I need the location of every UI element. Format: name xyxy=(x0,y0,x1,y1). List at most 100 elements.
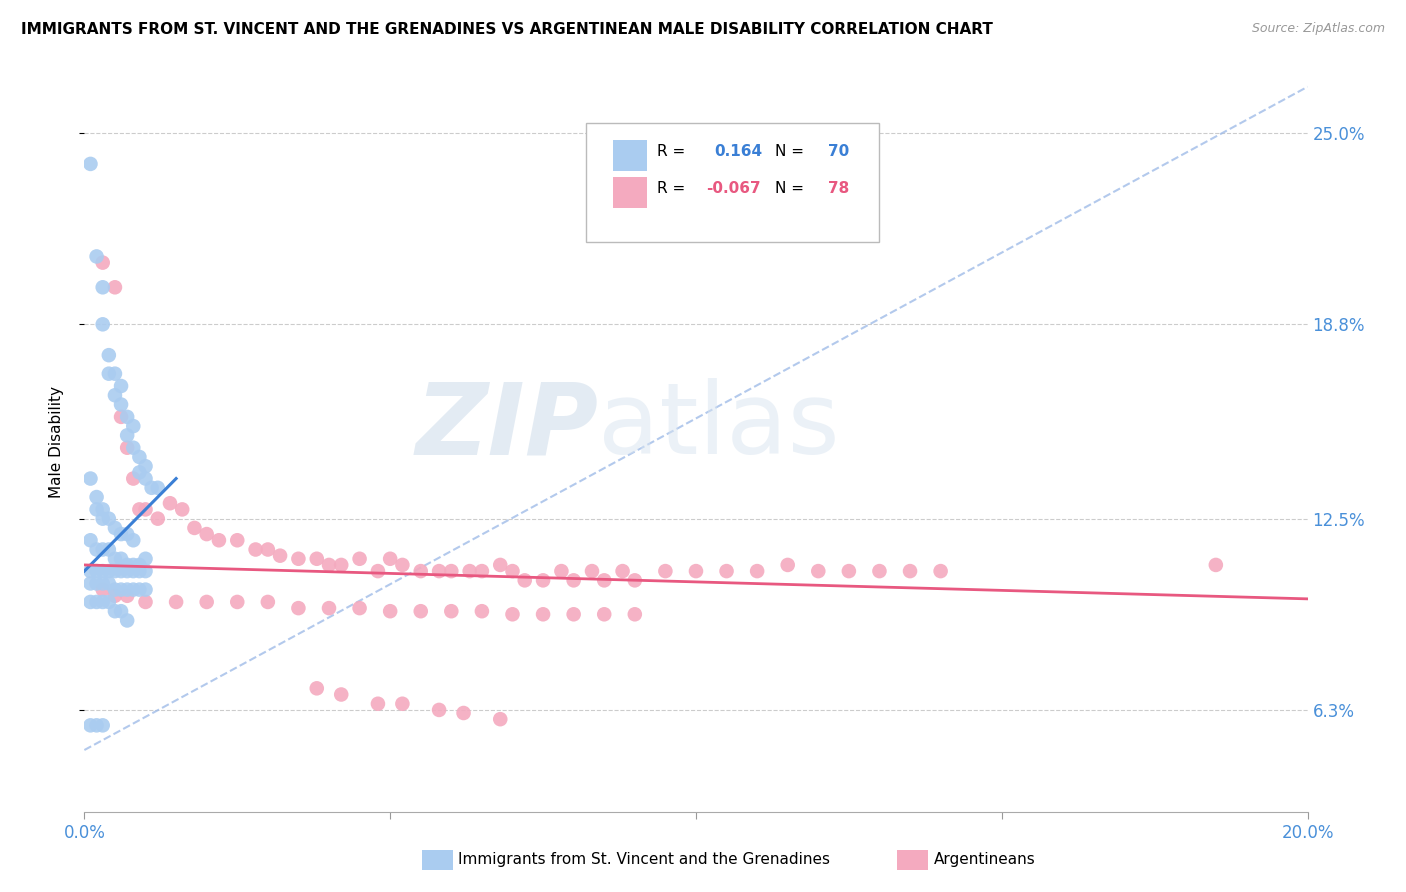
Point xyxy=(97,367,120,381)
Point xyxy=(330,688,353,702)
Point xyxy=(593,574,616,588)
Point xyxy=(115,564,138,578)
Point xyxy=(91,255,114,269)
Point xyxy=(685,564,707,578)
Point xyxy=(110,398,132,412)
Point xyxy=(104,551,127,566)
Y-axis label: Male Disability: Male Disability xyxy=(49,385,63,498)
Point xyxy=(172,502,194,516)
Point xyxy=(104,388,127,402)
Point xyxy=(318,601,340,615)
Point xyxy=(86,490,108,504)
Point xyxy=(128,502,150,516)
Point xyxy=(97,542,120,557)
Point xyxy=(624,607,647,622)
Point xyxy=(91,280,114,294)
Point xyxy=(79,718,101,732)
Point xyxy=(104,582,127,597)
Point xyxy=(146,511,169,525)
Point xyxy=(531,607,554,622)
Point xyxy=(122,533,145,548)
Point xyxy=(79,471,101,485)
Point xyxy=(453,706,475,720)
Point xyxy=(91,564,114,578)
Point xyxy=(427,703,450,717)
Point xyxy=(86,250,108,264)
Point xyxy=(122,471,145,485)
Point xyxy=(195,527,218,541)
Point xyxy=(367,697,389,711)
Point xyxy=(91,318,114,332)
Point xyxy=(91,582,114,597)
Text: Argentineans: Argentineans xyxy=(934,853,1035,867)
Point xyxy=(612,564,634,578)
Point xyxy=(562,574,585,588)
Point xyxy=(257,595,280,609)
Point xyxy=(135,551,157,566)
Text: R =: R = xyxy=(657,181,685,196)
FancyBboxPatch shape xyxy=(586,123,880,242)
Point xyxy=(86,576,108,591)
Point xyxy=(807,564,830,578)
Point xyxy=(91,542,114,557)
Point xyxy=(624,574,647,588)
Point xyxy=(97,595,120,609)
Point xyxy=(110,551,132,566)
Point xyxy=(128,564,150,578)
Point xyxy=(128,450,150,464)
Point xyxy=(97,576,120,591)
Point xyxy=(440,604,463,618)
Point xyxy=(135,564,157,578)
Point xyxy=(104,521,127,535)
Point xyxy=(502,564,524,578)
Point xyxy=(128,582,150,597)
Point xyxy=(165,595,187,609)
Point xyxy=(489,712,512,726)
Point xyxy=(110,604,132,618)
Point xyxy=(122,564,145,578)
Point xyxy=(226,595,249,609)
Point xyxy=(869,564,891,578)
Point xyxy=(391,558,413,572)
Point xyxy=(380,604,402,618)
Point xyxy=(929,564,952,578)
Point xyxy=(115,441,138,455)
Point xyxy=(115,589,138,603)
Text: -0.067: -0.067 xyxy=(706,181,761,196)
Point xyxy=(122,558,145,572)
Point xyxy=(257,542,280,557)
Point xyxy=(79,157,101,171)
Point xyxy=(91,511,114,525)
Point xyxy=(141,481,163,495)
Text: 70: 70 xyxy=(828,144,849,159)
Point xyxy=(110,527,132,541)
Point xyxy=(115,558,138,572)
Point xyxy=(104,589,127,603)
Point xyxy=(86,718,108,732)
Point xyxy=(115,428,138,442)
Point xyxy=(581,564,603,578)
Point xyxy=(440,564,463,578)
Point xyxy=(97,511,120,525)
Point xyxy=(110,409,132,424)
Point xyxy=(104,367,127,381)
Point xyxy=(427,564,450,578)
Point xyxy=(513,574,536,588)
Point xyxy=(305,681,328,696)
Point xyxy=(79,595,101,609)
Point xyxy=(458,564,481,578)
Point xyxy=(195,595,218,609)
Point xyxy=(318,558,340,572)
Point xyxy=(135,595,157,609)
Point xyxy=(716,564,738,578)
Point xyxy=(122,582,145,597)
Point xyxy=(128,466,150,480)
FancyBboxPatch shape xyxy=(613,140,647,171)
Point xyxy=(183,521,205,535)
Point xyxy=(97,564,120,578)
Point xyxy=(135,471,157,485)
Point xyxy=(86,502,108,516)
Point xyxy=(110,582,132,597)
Point xyxy=(135,502,157,516)
Point xyxy=(489,558,512,572)
